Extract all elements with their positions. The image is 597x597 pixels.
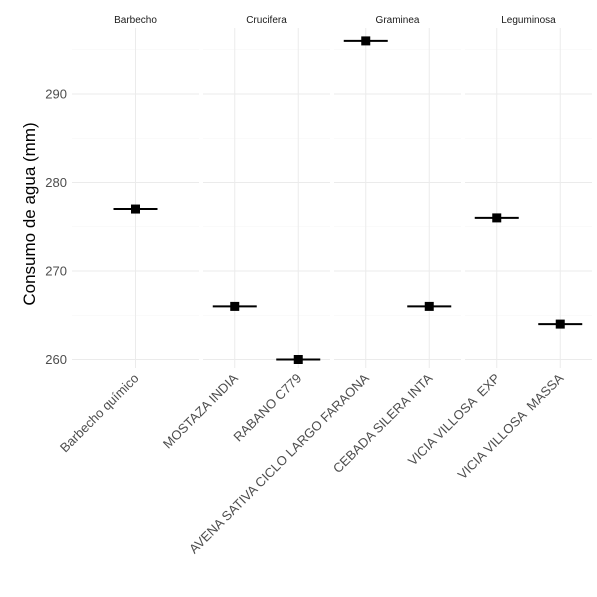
y-tick-layer: 260 270 280 290 bbox=[45, 87, 67, 368]
y-tick-label-290: 290 bbox=[45, 87, 67, 102]
y-axis-label: Consumo de agua (mm) bbox=[20, 122, 39, 305]
marks-layer bbox=[113, 36, 583, 364]
y-tick-label-280: 280 bbox=[45, 175, 67, 190]
point-cebada-silera-inta bbox=[424, 301, 434, 311]
grid-layer bbox=[72, 28, 592, 368]
y-tick-label-260: 260 bbox=[45, 352, 67, 367]
facet-label-graminea: Graminea bbox=[376, 15, 420, 26]
point-vicia-villosa-massa bbox=[555, 319, 565, 329]
point-vicia-villosa-exp bbox=[492, 213, 502, 223]
facet-label-barbecho: Barbecho bbox=[114, 15, 157, 26]
point-mostaza-india bbox=[230, 301, 240, 311]
point-avena-sativa-ciclo-largo-faraona bbox=[361, 36, 371, 46]
x-tick-label-barbecho-quimico: Barbecho químico bbox=[57, 371, 142, 456]
x-tick-label-vicia-villosa-massa: VICIA VILLOSA MASSA bbox=[455, 370, 567, 482]
y-tick-label-270: 270 bbox=[45, 264, 67, 279]
point-barbecho-quimico bbox=[131, 204, 140, 214]
facet-label-leguminosa: Leguminosa bbox=[501, 15, 556, 26]
point-rabano-c779 bbox=[293, 355, 303, 364]
x-tick-label-mostaza-india: MOSTAZA INDIA bbox=[160, 370, 241, 451]
x-tick-label-rabano-c779: RABANO C779 bbox=[230, 371, 304, 445]
facet-label-crucifera: Crucifera bbox=[246, 15, 287, 26]
facet-strip-layer: Barbecho Crucifera Graminea Leguminosa bbox=[114, 15, 556, 26]
